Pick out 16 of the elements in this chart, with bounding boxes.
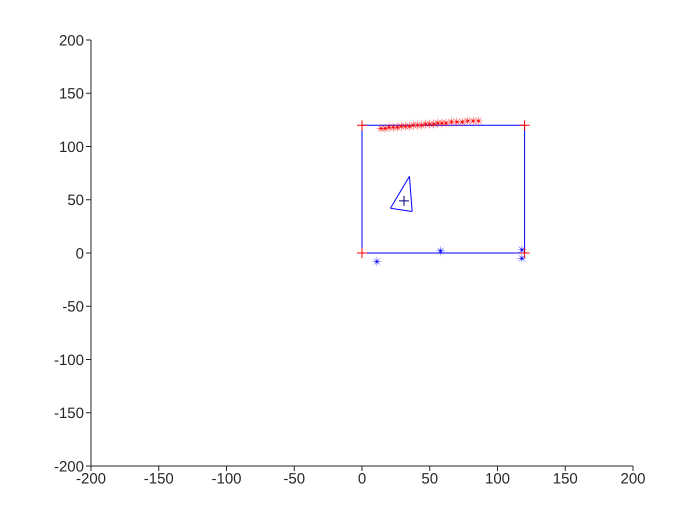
x-tick-label: -150 [144, 470, 174, 488]
x-tick-label: 50 [421, 470, 438, 488]
x-tick-label: 100 [484, 470, 510, 488]
y-tick-label: 100 [58, 138, 84, 156]
y-tick-label: 200 [58, 32, 84, 50]
y-tick-label: -50 [62, 298, 84, 316]
x-tick-label: 0 [358, 470, 366, 488]
y-tick-label: 50 [67, 192, 84, 210]
x-tick-label: 200 [620, 470, 646, 488]
y-tick-label: 0 [76, 245, 84, 262]
y-tick-label: -150 [54, 405, 84, 422]
x-tick-label: -50 [283, 470, 306, 488]
x-tick-label: 150 [552, 470, 578, 488]
x-tick-label: -100 [211, 470, 242, 488]
y-tick-label: -100 [54, 352, 84, 369]
y-tick-label: 150 [58, 86, 84, 103]
